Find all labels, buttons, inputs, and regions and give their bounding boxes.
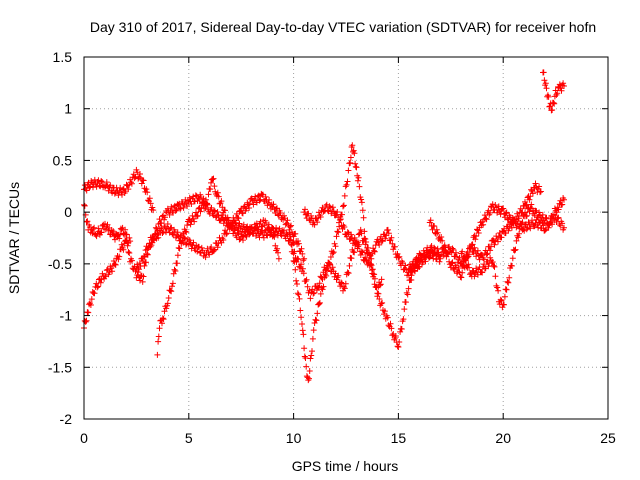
y-tick-label: 0 (64, 204, 72, 220)
x-axis-label: GPS time / hours (292, 458, 399, 474)
series-arc-j (426, 180, 544, 281)
series-arc-e (133, 190, 308, 273)
series-markers (133, 190, 308, 273)
series-arc-a (81, 166, 157, 214)
y-tick-label: 0.5 (53, 152, 73, 168)
series-markers (458, 195, 567, 311)
series-markers (290, 226, 423, 350)
series-markers (301, 201, 444, 279)
x-tick-labels: 0 5 10 15 20 25 (80, 430, 616, 446)
series-markers (81, 234, 134, 331)
chart-title: Day 310 of 2017, Sidereal Day-to-day VTE… (90, 19, 596, 35)
series-arc-g (290, 226, 423, 350)
series-arc-h (301, 201, 444, 279)
y-tick-label: 1.5 (53, 49, 73, 65)
series-markers (540, 69, 567, 114)
plot-frame (83, 56, 609, 420)
tick-marks (83, 56, 609, 420)
y-tick-labels: 1.5 1 0.5 0 -0.5 -1 -1.5 -2 (48, 49, 72, 427)
x-tick-label: 20 (495, 430, 511, 446)
series-arc-l (540, 69, 567, 114)
y-tick-label: -2 (60, 411, 73, 427)
y-tick-label: -1.5 (48, 359, 72, 375)
grid (84, 57, 608, 419)
x-tick-label: 5 (185, 430, 193, 446)
series-arc-k (458, 195, 567, 311)
y-tick-label: -1 (60, 308, 73, 324)
y-axis-label: SDTVAR / TECUs (6, 182, 22, 294)
y-tick-label: 1 (64, 101, 72, 117)
series-markers (426, 180, 544, 281)
series-arc-d (154, 175, 282, 358)
y-tick-label: -0.5 (48, 256, 72, 272)
x-tick-label: 10 (286, 430, 302, 446)
series-markers (81, 166, 157, 214)
series-arc-c (81, 234, 134, 331)
data-series (81, 69, 567, 384)
series-markers (154, 175, 282, 358)
x-tick-label: 0 (80, 430, 88, 446)
x-tick-label: 25 (600, 430, 616, 446)
x-tick-label: 15 (391, 430, 407, 446)
